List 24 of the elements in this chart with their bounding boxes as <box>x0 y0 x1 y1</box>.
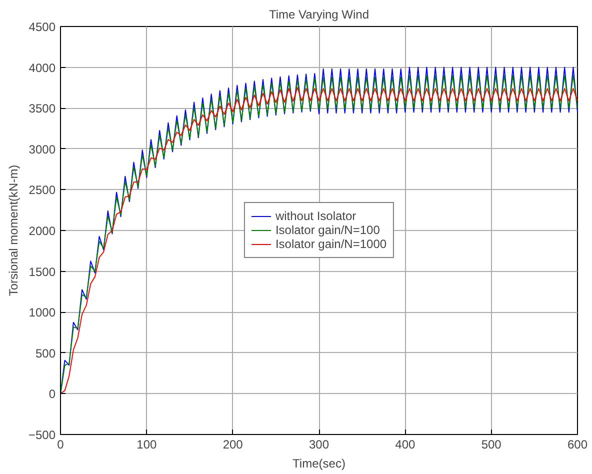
x-tick-label: 600 <box>567 438 588 452</box>
x-tick-label: 300 <box>308 438 330 452</box>
x-tick-label: 100 <box>136 438 158 452</box>
x-tick-label: 500 <box>481 438 502 452</box>
y-tick-label: −500 <box>28 428 56 442</box>
y-tick-label: 4500 <box>28 20 56 34</box>
x-tick-label: 400 <box>395 438 416 452</box>
y-tick-label: 3000 <box>28 142 56 156</box>
legend-label: without Isolator <box>275 209 356 223</box>
y-tick-label: 3500 <box>28 102 56 116</box>
y-tick-label: 2500 <box>28 183 56 198</box>
x-axis-title: Time(sec) <box>292 456 346 470</box>
legend-label: Isolator gain/N=100 <box>275 223 380 237</box>
y-tick-label: 1500 <box>28 264 56 279</box>
y-tick-label: 4000 <box>28 60 56 75</box>
y-tick-label: 0 <box>48 387 56 402</box>
y-axis-title: Torsional moment(kN-m) <box>6 164 20 296</box>
chart-title: Time Varying Wind <box>268 8 370 22</box>
x-tick-label: 200 <box>222 438 244 452</box>
y-tick-label: 1000 <box>28 306 56 320</box>
legend-label: Isolator gain/N=1000 <box>275 237 387 251</box>
x-tick-label: 0 <box>57 438 64 452</box>
y-tick-label: 500 <box>35 346 56 360</box>
y-tick-label: 2000 <box>28 224 56 238</box>
